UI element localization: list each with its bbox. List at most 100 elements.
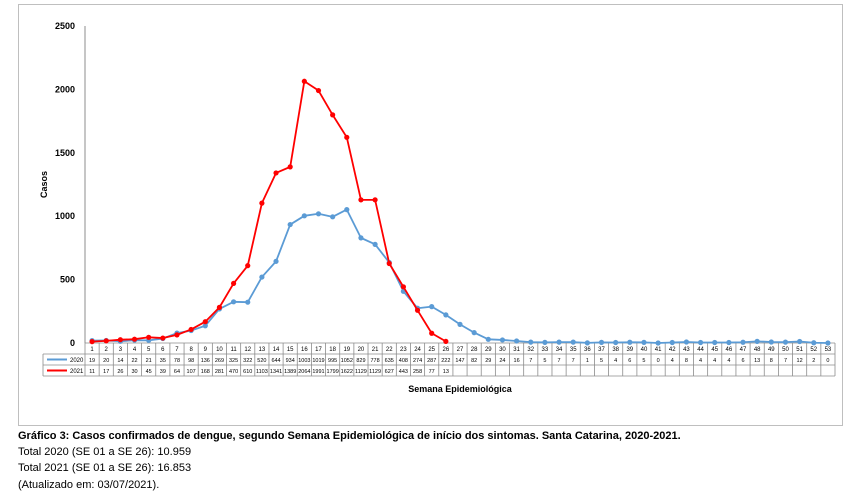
x-tick-label: 48 xyxy=(754,347,761,353)
data-point-2020 xyxy=(315,211,322,217)
table-value-2020: 7 xyxy=(558,358,561,364)
data-point-2021 xyxy=(160,335,166,341)
chart-caption-title: Gráfico 3: Casos confirmados de dengue, … xyxy=(18,430,681,442)
x-tick-label: 14 xyxy=(273,347,280,353)
table-value-2020: 1 xyxy=(586,358,589,364)
x-tick-label: 38 xyxy=(612,347,619,353)
data-point-2020 xyxy=(457,321,463,327)
table-value-2020: 269 xyxy=(215,358,224,364)
x-tick-label: 11 xyxy=(230,347,237,353)
data-point-2020 xyxy=(344,207,350,213)
table-value-2020: 0 xyxy=(657,358,660,364)
table-value-2020: 98 xyxy=(188,358,194,364)
table-value-2021: 2064 xyxy=(298,369,310,375)
data-point-2020 xyxy=(797,338,803,345)
y-tick-label: 2500 xyxy=(55,21,75,31)
data-point-2020 xyxy=(712,339,718,346)
table-value-2020: 408 xyxy=(399,358,408,364)
data-point-2020 xyxy=(273,258,279,264)
table-value-2020: 24 xyxy=(499,358,505,364)
x-tick-label: 47 xyxy=(740,347,747,353)
data-point-2020 xyxy=(825,340,831,346)
y-tick-label: 1500 xyxy=(55,148,75,158)
x-tick-label: 40 xyxy=(641,347,648,353)
x-tick-label: 6 xyxy=(161,347,165,353)
x-tick-label: 2 xyxy=(105,347,109,353)
total-2021-text: Total 2021 (SE 01 a SE 26): 16.853 xyxy=(18,462,192,474)
data-point-2020 xyxy=(514,338,520,344)
x-tick-label: 30 xyxy=(499,347,506,353)
table-value-2020: 22 xyxy=(131,358,137,364)
data-point-2021 xyxy=(230,280,237,287)
table-value-2020: 19 xyxy=(89,358,95,364)
data-point-2020 xyxy=(471,330,477,336)
x-tick-label: 50 xyxy=(782,347,789,353)
x-tick-label: 8 xyxy=(189,347,193,353)
table-value-2020: 1052 xyxy=(341,358,353,364)
table-value-2020: 8 xyxy=(770,358,773,364)
x-tick-label: 15 xyxy=(287,347,294,353)
data-point-2021 xyxy=(273,170,279,176)
table-value-2021: 1991 xyxy=(312,369,324,375)
data-point-2021 xyxy=(301,78,307,84)
x-tick-label: 33 xyxy=(542,347,549,353)
x-tick-label: 28 xyxy=(471,347,478,353)
data-point-2020 xyxy=(372,241,378,247)
data-point-2020 xyxy=(613,339,619,346)
data-point-2020 xyxy=(358,235,364,241)
x-tick-label: 3 xyxy=(119,347,123,353)
table-value-2020: 21 xyxy=(146,358,152,364)
table-value-2020: 934 xyxy=(286,358,295,364)
x-tick-label: 53 xyxy=(825,347,832,353)
table-value-2021: 1103 xyxy=(256,369,268,375)
x-tick-label: 44 xyxy=(697,347,704,353)
data-point-2021 xyxy=(117,337,123,343)
data-point-2020 xyxy=(259,274,265,280)
x-tick-label: 45 xyxy=(711,347,718,353)
data-point-2020 xyxy=(443,312,449,318)
series-line-2021 xyxy=(92,80,447,343)
x-tick-label: 12 xyxy=(244,347,251,353)
y-axis-title: Casos xyxy=(39,171,49,198)
data-point-2021 xyxy=(131,336,138,342)
table-value-2020: 5 xyxy=(642,358,645,364)
table-value-2020: 6 xyxy=(741,358,744,364)
x-tick-label: 1 xyxy=(90,347,94,353)
data-point-2021 xyxy=(216,304,223,310)
data-point-2020 xyxy=(202,323,208,329)
table-value-2020: 0 xyxy=(826,358,829,364)
x-tick-label: 5 xyxy=(147,347,151,353)
data-point-2020 xyxy=(301,213,307,219)
table-value-2020: 325 xyxy=(229,358,238,364)
table-value-2020: 222 xyxy=(441,358,450,364)
x-tick-label: 24 xyxy=(414,347,421,353)
x-tick-label: 4 xyxy=(133,347,137,353)
data-point-2021 xyxy=(202,319,208,325)
data-point-2020 xyxy=(499,337,506,343)
table-value-2020: 82 xyxy=(471,358,477,364)
x-tick-label: 17 xyxy=(315,347,322,353)
data-point-2020 xyxy=(726,339,732,346)
data-point-2020 xyxy=(287,221,293,228)
table-value-2020: 8 xyxy=(685,358,688,364)
table-value-2020: 4 xyxy=(671,358,674,364)
table-value-2020: 5 xyxy=(600,358,603,364)
data-point-2020 xyxy=(485,336,491,342)
data-point-2021 xyxy=(188,326,194,333)
data-point-2020 xyxy=(740,339,746,345)
table-value-2021: 39 xyxy=(160,369,166,375)
table-value-2021: 1799 xyxy=(327,369,339,375)
table-value-2020: 829 xyxy=(356,358,365,364)
data-point-2020 xyxy=(230,299,237,305)
table-value-2021: 258 xyxy=(413,369,422,375)
data-point-2020 xyxy=(542,339,548,345)
data-point-2020 xyxy=(697,339,704,346)
table-value-2020: 2 xyxy=(812,358,815,364)
table-value-2020: 4 xyxy=(614,358,617,364)
table-value-2020: 136 xyxy=(201,358,210,364)
data-point-2020 xyxy=(330,214,336,220)
chart-container: 0 500 1000 1500 2000 2500 Casos 1 2 3 4 5 6 7 8 9 10 11 12… xyxy=(18,4,843,426)
table-value-2021: 168 xyxy=(201,369,210,375)
legend-label-2020: 2020 xyxy=(70,358,84,364)
y-tick-label: 500 xyxy=(60,275,75,285)
